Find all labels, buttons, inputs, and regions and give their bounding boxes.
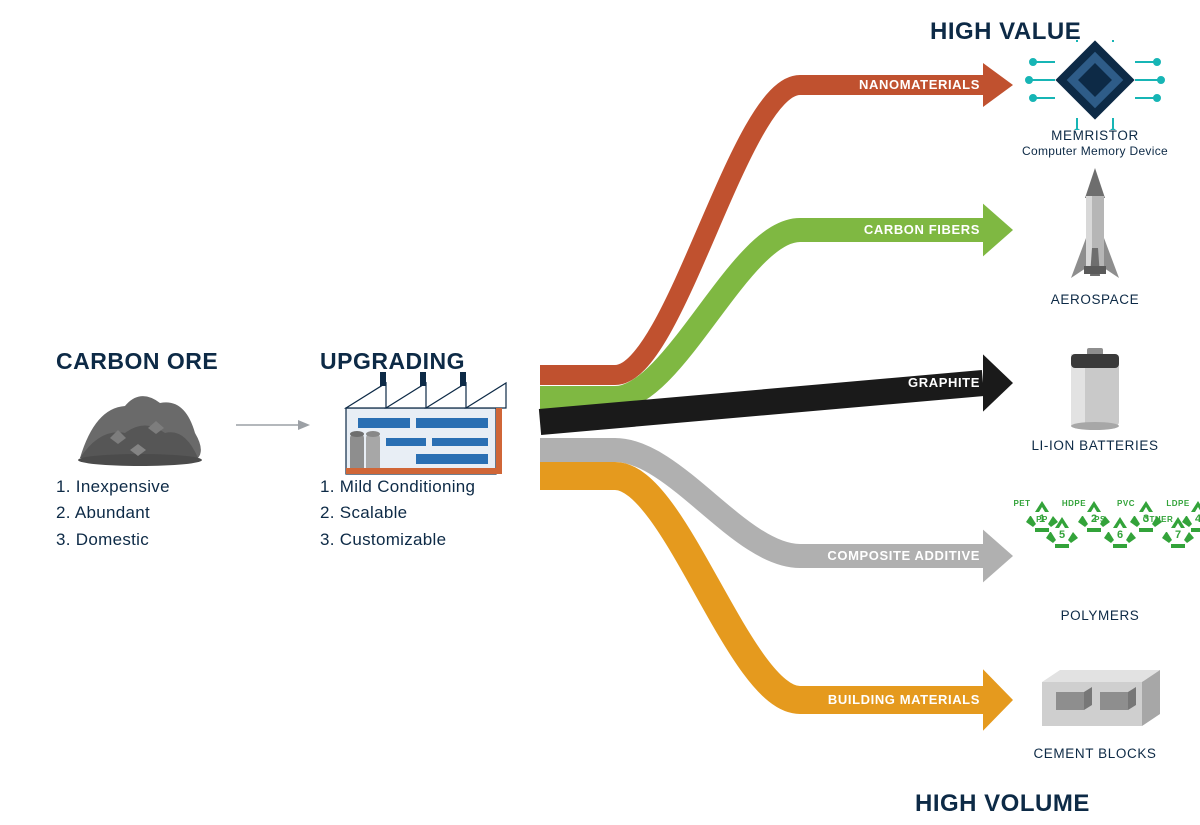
svg-text:7: 7 [1175, 529, 1181, 541]
cement-block-icon [1012, 656, 1182, 746]
svg-text:5: 5 [1059, 529, 1065, 541]
output-memristor-label: MEMRISTOR [1010, 128, 1180, 143]
output-polymers-label: POLYMERS [1000, 608, 1200, 623]
diagram-stage: CARBON ORE UPGRADING HIGH VALUE HIGH VOL… [0, 0, 1200, 825]
flow-label-carbon_fibers: CARBON FIBERS [830, 222, 980, 237]
recycle-grid: 1 PET 2 HDPE 3 PVC 4 LDPE [1000, 498, 1200, 524]
memristor-icon [1010, 40, 1180, 130]
output-batteries-label: LI-ION BATTERIES [1010, 438, 1180, 453]
svg-text:3: 3 [1143, 513, 1149, 525]
flow-label-building_materials: BUILDING MATERIALS [795, 692, 980, 707]
output-memristor-sub: Computer Memory Device [1010, 144, 1180, 158]
output-aerospace-label: AEROSPACE [1010, 292, 1180, 307]
flow-label-graphite: GRAPHITE [830, 375, 980, 390]
output-cement-label: CEMENT BLOCKS [1010, 746, 1180, 761]
svg-text:6: 6 [1117, 529, 1123, 541]
recycle-pet: 1 PET [1000, 498, 1044, 508]
flow-label-nanomaterials: NANOMATERIALS [830, 77, 980, 92]
svg-text:2: 2 [1091, 513, 1097, 525]
battery-icon [1010, 342, 1180, 442]
flow-label-composite_additive: COMPOSITE ADDITIVE [800, 548, 980, 563]
rocket-icon [1010, 160, 1180, 290]
